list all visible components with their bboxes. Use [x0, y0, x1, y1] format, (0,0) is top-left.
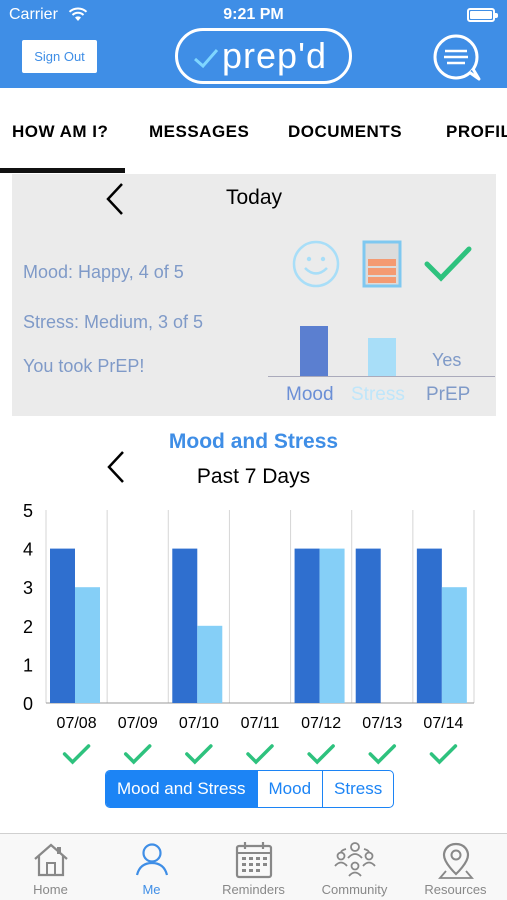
chart-subtitle: Past 7 Days [196, 465, 311, 488]
person-icon [135, 843, 168, 876]
status-bar: Carrier 9:21 PM [0, 4, 507, 26]
mini-chart-axis [268, 376, 495, 377]
active-tab-indicator [0, 168, 125, 173]
prep-summary: You took PrEP! [23, 356, 145, 376]
prep-taken-check-icon [368, 744, 397, 765]
bottom-tab-reminders[interactable]: Reminders [203, 834, 304, 900]
prep-taken-check-icon [307, 744, 335, 765]
y-tick-label: 5 [23, 501, 33, 521]
mini-mood-bar [300, 325, 328, 376]
home-icon [33, 843, 68, 877]
bottom-tab-reminders-label: Reminders [222, 882, 285, 897]
bottom-tab-bar: Home Me Reminders [0, 833, 507, 900]
prep-taken-check-icon [429, 744, 458, 765]
logo-check-icon [194, 49, 219, 69]
segment-stress[interactable]: Stress [322, 771, 393, 807]
mini-stress-bar [368, 338, 396, 376]
top-tabs: HOW AM I? MESSAGES DOCUMENTS PROFILE [0, 88, 507, 174]
tab-messages[interactable]: MESSAGES [149, 122, 250, 141]
stress-bar [319, 548, 345, 703]
clock: 9:21 PM [223, 6, 284, 23]
mood-bar [355, 548, 381, 703]
segment-mood[interactable]: Mood [256, 771, 323, 807]
bottom-tab-community[interactable]: Community [304, 834, 405, 900]
mini-label-prep: PrEP [426, 384, 471, 405]
x-tick-label: 07/12 [301, 715, 341, 732]
y-tick-label: 4 [23, 540, 33, 560]
app-logo: prep'd [175, 28, 352, 84]
mini-label-mood: Mood [286, 384, 334, 405]
prep-taken-check-icon [424, 246, 472, 282]
carrier-label: Carrier [9, 6, 58, 23]
wifi-icon [68, 7, 88, 21]
x-tick-label: 07/14 [423, 715, 463, 732]
stress-bar [441, 587, 467, 703]
tab-how-am-i[interactable]: HOW AM I? [12, 122, 109, 141]
mood-bar [50, 548, 75, 703]
battery-icon [467, 8, 498, 22]
bottom-tab-community-label: Community [321, 882, 388, 897]
logo-text: prep'd [222, 35, 327, 76]
app-header: Carrier 9:21 PM Sign Out prep'd [0, 0, 507, 88]
mood-bar [172, 548, 198, 703]
tab-profile[interactable]: PROFILE [446, 122, 507, 141]
mini-label-stress: Stress [351, 384, 405, 405]
chat-bubble-icon[interactable] [431, 34, 483, 82]
prep-taken-check-icon [246, 744, 274, 765]
bottom-tab-resources[interactable]: Resources [405, 834, 506, 900]
smiley-face-icon [292, 240, 340, 288]
previous-week-arrow-icon[interactable] [106, 450, 126, 484]
mood-stress-chart: 0 1 2 3 4 5 07/08 07/09 07/10 07/11 07/12 07/13 07/1… [23, 501, 475, 765]
bottom-tab-me-label: Me [142, 882, 161, 897]
location-pin-icon [437, 842, 474, 879]
previous-day-arrow-icon[interactable] [105, 182, 125, 216]
x-tick-label: 07/09 [118, 715, 158, 732]
y-tick-label: 0 [23, 694, 33, 714]
chart-mode-segmented-control: Mood and Stress Mood Stress [105, 770, 395, 808]
bottom-tab-resources-label: Resources [424, 882, 487, 897]
y-tick-label: 3 [23, 578, 33, 598]
prep-taken-check-icon [62, 744, 91, 765]
bottom-tab-me[interactable]: Me [101, 834, 202, 900]
x-tick-label: 07/10 [179, 715, 219, 732]
mood-bar [416, 548, 442, 703]
mood-summary: Mood: Happy, 4 of 5 [23, 262, 184, 282]
segment-mood-and-stress[interactable]: Mood and Stress [106, 771, 257, 807]
y-tick-label: 2 [23, 617, 33, 637]
tab-documents[interactable]: DOCUMENTS [288, 122, 403, 141]
community-icon [333, 842, 376, 877]
mood-bar [294, 548, 320, 703]
prep-taken-check-icon [123, 744, 152, 765]
stress-bar [75, 587, 100, 703]
chart-title: Mood and Stress [168, 430, 339, 453]
calendar-icon [235, 842, 272, 879]
stress-level-icon [362, 240, 402, 288]
x-tick-label: 07/13 [362, 715, 402, 732]
sign-out-button[interactable]: Sign Out [22, 40, 97, 73]
x-tick-label: 07/11 [241, 715, 280, 732]
today-title: Today [225, 186, 283, 209]
bottom-tab-home-label: Home [33, 882, 68, 897]
mini-prep-value: Yes [432, 350, 462, 370]
y-tick-label: 1 [23, 655, 33, 675]
prep-taken-check-icon [185, 744, 213, 765]
x-tick-label: 07/08 [57, 715, 97, 732]
bottom-tab-home[interactable]: Home [0, 834, 101, 900]
today-panel: Today Mood: Happy, 4 of 5 Stress: Medium… [12, 174, 496, 416]
stress-summary: Stress: Medium, 3 of 5 [23, 312, 204, 332]
stress-bar [197, 625, 223, 703]
